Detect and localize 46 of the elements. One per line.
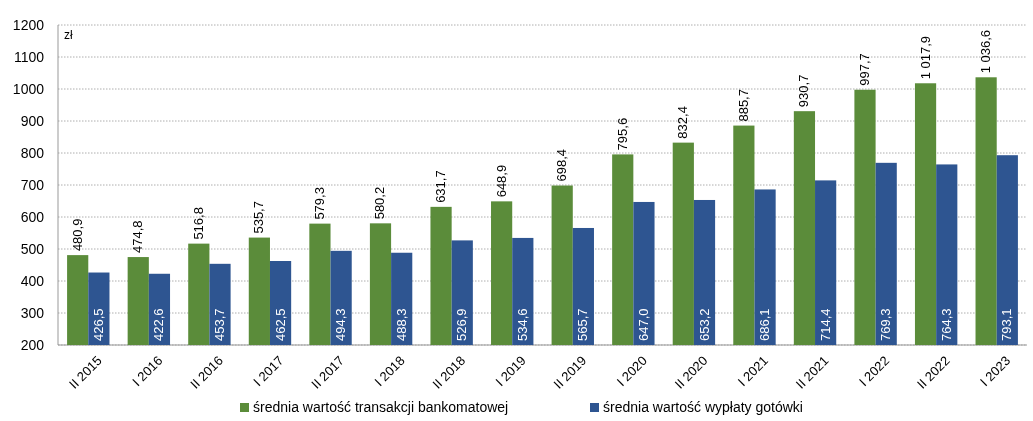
data-label: 422,6 bbox=[151, 308, 167, 341]
data-label: 997,7 bbox=[857, 53, 872, 86]
y-tick-label: 400 bbox=[20, 272, 45, 289]
data-label: 535,7 bbox=[251, 201, 267, 234]
data-label: 516,8 bbox=[190, 207, 206, 240]
data-label: 534,6 bbox=[514, 308, 530, 341]
data-label: 885,7 bbox=[735, 89, 751, 122]
y-tick-label: 600 bbox=[20, 208, 45, 225]
y-tick-label: 800 bbox=[20, 144, 45, 161]
data-label: 793,1 bbox=[999, 308, 1015, 341]
data-label: 647,0 bbox=[635, 308, 651, 341]
y-tick-label: 500 bbox=[20, 240, 45, 257]
data-label: 631,7 bbox=[433, 170, 449, 203]
data-label: 426,5 bbox=[90, 308, 106, 341]
data-label: 764,3 bbox=[938, 308, 954, 341]
data-label: 565,7 bbox=[575, 308, 591, 341]
data-label: 580,2 bbox=[372, 186, 388, 220]
data-label: 653,2 bbox=[696, 308, 712, 341]
y-tick-label: 1200 bbox=[12, 16, 45, 33]
data-label: 453,7 bbox=[212, 308, 227, 341]
data-label: 686,1 bbox=[757, 308, 773, 341]
data-label: 1 017,9 bbox=[917, 35, 933, 80]
y-axis-title: zł bbox=[64, 28, 73, 42]
data-label: 714,4 bbox=[817, 308, 833, 341]
data-label: 795,6 bbox=[614, 117, 630, 151]
y-tick-label: 700 bbox=[20, 176, 45, 193]
data-label: 769,3 bbox=[878, 308, 894, 341]
y-tick-label: 1000 bbox=[12, 80, 45, 97]
data-label: 648,9 bbox=[493, 164, 509, 198]
data-label: 474,8 bbox=[130, 220, 146, 254]
data-label: 579,3 bbox=[311, 187, 327, 220]
y-tick-label: 1100 bbox=[13, 48, 45, 65]
data-label: 930,7 bbox=[796, 74, 812, 108]
data-label: 480,9 bbox=[69, 218, 85, 252]
data-label: 494,3 bbox=[333, 308, 349, 341]
data-label: 488,3 bbox=[393, 308, 409, 341]
data-label: 526,9 bbox=[454, 308, 470, 341]
data-label: 1 036,6 bbox=[978, 29, 994, 74]
legend-label: średnia wartość transakcji bankomatowej bbox=[253, 399, 509, 415]
y-tick-label: 900 bbox=[20, 112, 45, 129]
y-tick-label: 300 bbox=[20, 304, 45, 321]
y-tick-label: 200 bbox=[20, 336, 45, 353]
legend-label: średnia wartość wypłaty gotówki bbox=[603, 399, 803, 415]
data-label: 462,5 bbox=[272, 308, 288, 341]
data-label: 832,4 bbox=[675, 106, 691, 139]
data-label: 698,4 bbox=[554, 148, 570, 182]
